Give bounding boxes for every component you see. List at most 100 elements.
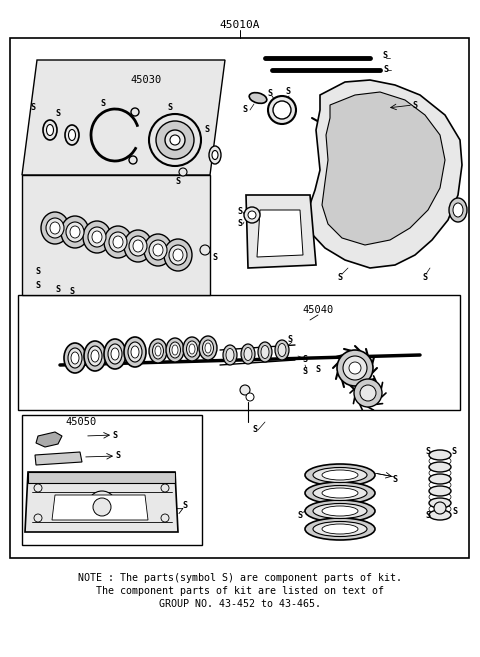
Circle shape <box>161 514 169 522</box>
Ellipse shape <box>223 345 237 365</box>
Ellipse shape <box>429 486 451 496</box>
Text: S: S <box>176 177 180 187</box>
Circle shape <box>161 484 169 492</box>
Circle shape <box>179 168 187 176</box>
Ellipse shape <box>273 101 291 119</box>
Ellipse shape <box>70 226 80 238</box>
Text: S: S <box>36 281 40 290</box>
Ellipse shape <box>61 216 89 248</box>
Text: NOTE : The parts(symbol S) are component parts of kit.: NOTE : The parts(symbol S) are component… <box>78 573 402 583</box>
Ellipse shape <box>241 344 255 364</box>
Text: S: S <box>70 288 74 296</box>
Ellipse shape <box>212 150 218 160</box>
Ellipse shape <box>244 348 252 361</box>
Circle shape <box>34 484 42 492</box>
Ellipse shape <box>108 344 122 364</box>
Circle shape <box>337 350 373 386</box>
Text: S: S <box>252 426 257 434</box>
Polygon shape <box>35 452 82 465</box>
Text: S: S <box>36 267 40 277</box>
Ellipse shape <box>88 346 102 366</box>
Ellipse shape <box>65 125 79 145</box>
Ellipse shape <box>205 343 211 353</box>
Ellipse shape <box>429 492 451 502</box>
Ellipse shape <box>189 344 195 354</box>
Polygon shape <box>25 472 178 532</box>
Ellipse shape <box>278 344 286 357</box>
Text: S: S <box>242 106 248 114</box>
Circle shape <box>244 207 260 223</box>
Text: S: S <box>425 447 431 457</box>
Circle shape <box>129 156 137 164</box>
Ellipse shape <box>66 222 84 242</box>
Ellipse shape <box>124 337 146 367</box>
Ellipse shape <box>449 198 467 222</box>
Text: S: S <box>238 219 242 229</box>
Ellipse shape <box>149 114 201 166</box>
Ellipse shape <box>50 222 60 234</box>
Ellipse shape <box>258 342 272 362</box>
Circle shape <box>246 393 254 401</box>
Ellipse shape <box>429 456 451 466</box>
Ellipse shape <box>429 504 451 514</box>
Text: S: S <box>337 273 343 283</box>
Polygon shape <box>22 175 210 295</box>
Text: S: S <box>168 104 172 112</box>
Text: S: S <box>31 104 36 112</box>
Text: 45010A: 45010A <box>220 20 260 30</box>
Ellipse shape <box>305 464 375 486</box>
Ellipse shape <box>429 480 451 490</box>
Ellipse shape <box>41 212 69 244</box>
Ellipse shape <box>109 232 127 252</box>
Polygon shape <box>322 92 445 245</box>
Ellipse shape <box>261 346 269 359</box>
Circle shape <box>88 491 116 519</box>
Ellipse shape <box>209 146 221 164</box>
Text: S: S <box>56 286 60 294</box>
Ellipse shape <box>429 450 451 460</box>
Text: S: S <box>393 476 397 484</box>
Ellipse shape <box>129 236 147 256</box>
Ellipse shape <box>91 350 99 362</box>
Text: S: S <box>302 355 308 365</box>
Text: S: S <box>286 87 290 97</box>
Ellipse shape <box>111 348 119 360</box>
Ellipse shape <box>133 240 143 252</box>
Text: 45030: 45030 <box>130 75 161 85</box>
Text: S: S <box>315 365 321 374</box>
Ellipse shape <box>71 352 79 364</box>
Polygon shape <box>36 432 62 447</box>
Text: S: S <box>56 108 60 118</box>
Ellipse shape <box>313 522 367 537</box>
Text: S: S <box>267 89 273 97</box>
Text: S: S <box>116 451 120 461</box>
Ellipse shape <box>149 339 167 363</box>
Ellipse shape <box>429 498 451 508</box>
Ellipse shape <box>429 468 451 478</box>
Bar <box>22 415 202 545</box>
Text: S: S <box>298 510 302 520</box>
Ellipse shape <box>166 338 184 362</box>
Ellipse shape <box>429 474 451 484</box>
Text: S: S <box>452 447 456 457</box>
Ellipse shape <box>47 124 53 135</box>
Ellipse shape <box>313 503 367 518</box>
Text: GROUP NO. 43-452 to 43-465.: GROUP NO. 43-452 to 43-465. <box>159 599 321 609</box>
Polygon shape <box>257 210 303 257</box>
Text: S: S <box>453 507 457 516</box>
Ellipse shape <box>322 524 358 534</box>
Circle shape <box>131 108 139 116</box>
Ellipse shape <box>92 231 102 243</box>
Text: S: S <box>383 51 387 60</box>
Text: S: S <box>204 125 209 135</box>
Text: S: S <box>238 208 242 217</box>
Ellipse shape <box>153 343 164 359</box>
Ellipse shape <box>199 336 217 360</box>
Bar <box>10 38 469 558</box>
Circle shape <box>343 356 367 380</box>
Ellipse shape <box>131 346 139 358</box>
Ellipse shape <box>113 236 123 248</box>
Ellipse shape <box>169 245 187 265</box>
Ellipse shape <box>124 230 152 262</box>
Ellipse shape <box>203 340 214 356</box>
